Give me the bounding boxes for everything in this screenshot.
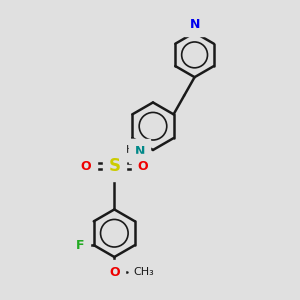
Text: O: O: [109, 266, 120, 279]
Text: H: H: [126, 145, 134, 155]
Text: O: O: [81, 160, 92, 173]
Text: CH₃: CH₃: [134, 268, 154, 278]
Text: O: O: [137, 160, 148, 173]
Text: N: N: [134, 145, 145, 158]
Text: N: N: [189, 18, 200, 31]
Text: F: F: [76, 238, 85, 252]
Text: S: S: [108, 157, 120, 175]
